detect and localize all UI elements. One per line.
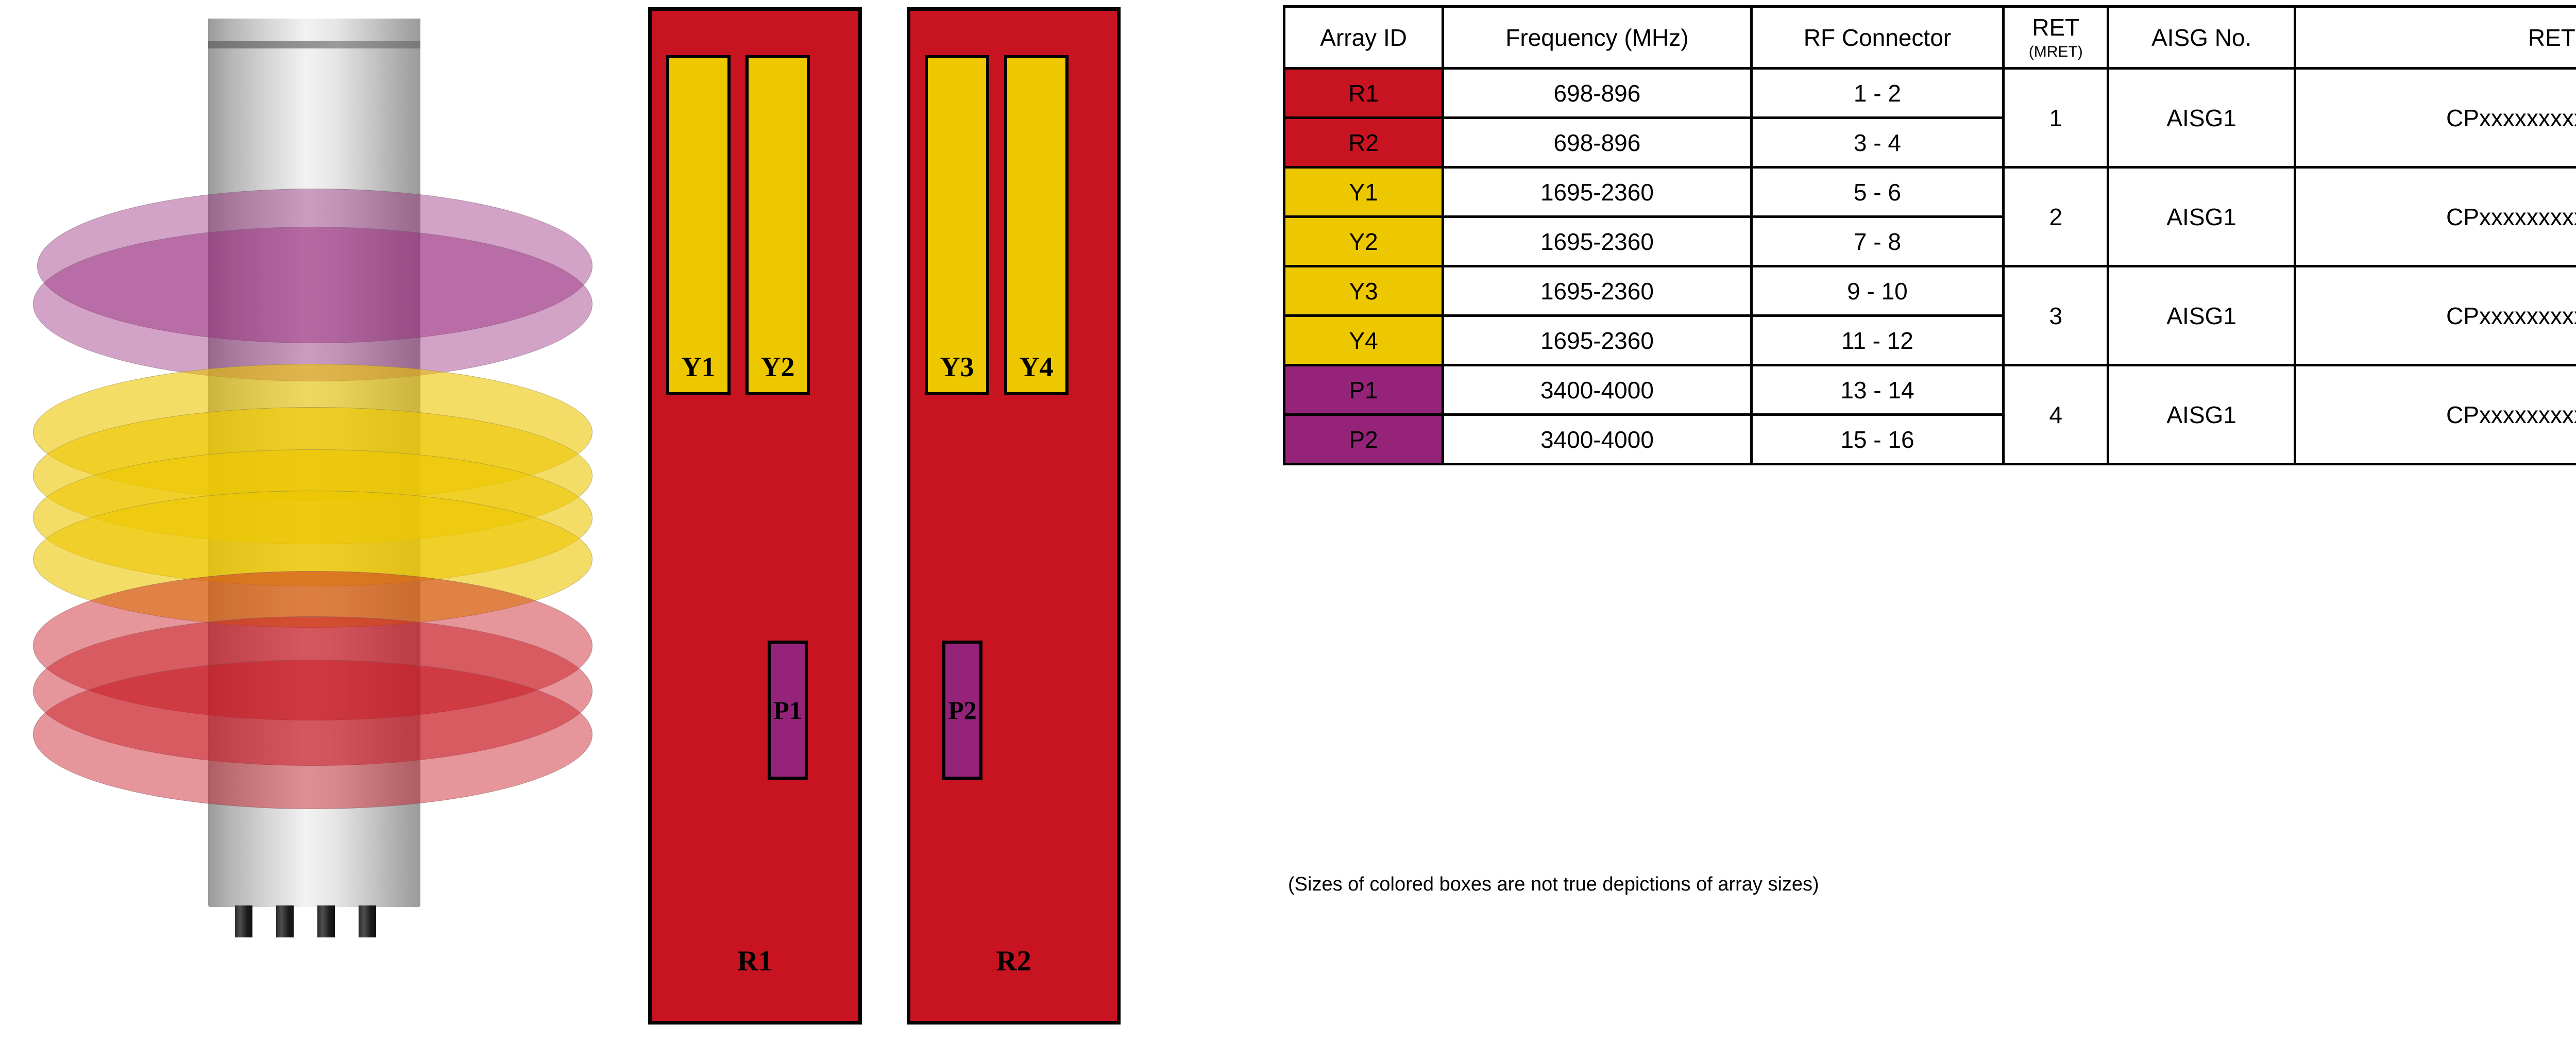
cell-rf-connector: 5 - 6 [1750,166,2005,218]
array-label-y4: Y4 [1019,351,1054,382]
table-row: P1 3400-4000 13 - 14 4 AISG1 CPxxxxxxxxx… [1282,364,2576,465]
table-row: Y4 1695-2360 11 - 12 [1282,314,2576,366]
cell-ret: 1 [2002,67,2110,169]
cell-rf-connector: 3 - 4 [1750,116,2005,169]
ret-spec-table-container: Array ID Frequency (MHz) RF Connector RE… [1282,5,2576,465]
purple-lobe-2 [33,227,592,381]
cell-frequency: 3400-4000 [1442,413,1753,465]
array-label-y3: Y3 [940,351,974,382]
table-row: R2 698-896 3 - 4 [1282,116,2576,169]
cell-rf-connector: 9 - 10 [1750,265,2005,317]
cell-array-id: P2 [1282,413,1445,465]
cell-ret-uid: CPxxxxxxxxxxxxxxMM.3 [2293,265,2576,366]
cell-ret: 4 [2002,364,2110,465]
ret-spec-table: Array ID Frequency (MHz) RF Connector RE… [1282,5,2576,465]
array-label-p1: P1 [773,696,802,725]
cell-rf-connector: 15 - 16 [1750,413,2005,465]
cell-frequency: 1695-2360 [1442,314,1753,366]
cell-frequency: 3400-4000 [1442,364,1753,416]
cell-ret-uid: CPxxxxxxxxxxxxxxMM.2 [2293,166,2576,267]
array-box-y4[interactable]: Y4 [1004,55,1069,395]
array-label-y1: Y1 [681,351,716,382]
cell-frequency: 698-896 [1442,116,1753,169]
table-footnote: (Sizes of colored boxes are not true dep… [1288,874,1819,895]
cell-ret: 3 [2002,265,2110,366]
header-ret-sub: (MRET) [2028,43,2083,60]
cell-array-id: Y2 [1282,215,1445,267]
header-frequency: Frequency (MHz) [1442,5,1753,70]
cell-rf-connector: 1 - 2 [1750,67,2005,119]
array-box-y2[interactable]: Y2 [745,55,810,395]
panel-label-r1: R1 [737,945,773,977]
table-header-row: Array ID Frequency (MHz) RF Connector RE… [1282,5,2576,70]
panel-label-r2: R2 [996,945,1031,977]
header-aisg-no: AISG No. [2107,5,2296,70]
table-row: P2 3400-4000 15 - 16 [1282,413,2576,465]
array-box-y3[interactable]: Y3 [925,55,989,395]
table-row: Y2 1695-2360 7 - 8 [1282,215,2576,267]
cell-array-id: P1 [1282,364,1445,416]
cell-rf-connector: 11 - 12 [1750,314,2005,366]
cell-aisg: AISG1 [2107,67,2296,169]
header-ret: RET (MRET) [2002,5,2110,70]
array-box-p2[interactable]: P2 [942,641,982,780]
table-row: Y3 1695-2360 9 - 10 3 AISG1 CPxxxxxxxxxx… [1282,265,2576,366]
cell-frequency: 1695-2360 [1442,166,1753,218]
antenna-mast-illustration [0,0,618,1041]
array-label-p2: P2 [948,696,977,725]
array-box-p1[interactable]: P1 [768,641,808,780]
cell-frequency: 1695-2360 [1442,215,1753,267]
connector-pin-3 [317,905,335,937]
cell-frequency: 1695-2360 [1442,265,1753,317]
connector-pin-4 [359,905,376,937]
cell-array-id: Y1 [1282,166,1445,218]
cell-array-id: Y3 [1282,265,1445,317]
panel-r1[interactable]: Y1 Y2 P1 R1 [648,7,862,1025]
cell-aisg: AISG1 [2107,265,2296,366]
cell-array-id: R2 [1282,116,1445,169]
connector-pin-1 [235,905,252,937]
cell-ret: 2 [2002,166,2110,267]
table-row: Y1 1695-2360 5 - 6 2 AISG1 CPxxxxxxxxxxx… [1282,166,2576,267]
cell-array-id: R1 [1282,67,1445,119]
header-ret-main: RET [2032,13,2080,41]
cell-rf-connector: 7 - 8 [1750,215,2005,267]
header-array-id: Array ID [1282,5,1445,70]
connector-pin-2 [276,905,294,937]
header-ret-uid: RET UID [2293,5,2576,70]
cell-rf-connector: 13 - 14 [1750,364,2005,416]
table-row: R1 698-896 1 - 2 1 AISG1 CPxxxxxxxxxxxxx… [1282,67,2576,169]
mast-upper-band [208,41,420,48]
cell-aisg: AISG1 [2107,166,2296,267]
red-lobe-3 [33,660,592,809]
cell-ret-uid: CPxxxxxxxxxxxxxxMM.1 [2293,67,2576,169]
panel-r2[interactable]: Y3 Y4 P2 R2 [907,7,1121,1025]
array-label-y2: Y2 [760,351,795,382]
cell-ret-uid: CPxxxxxxxxxxxxxxMM.4 [2293,364,2576,465]
array-box-y1[interactable]: Y1 [666,55,731,395]
header-rf-connector: RF Connector [1750,5,2005,70]
array-panels-diagram: Y1 Y2 P1 R1 Y3 Y4 P2 R2 [639,0,1273,1041]
cell-aisg: AISG1 [2107,364,2296,465]
cell-frequency: 698-896 [1442,67,1753,119]
cell-array-id: Y4 [1282,314,1445,366]
